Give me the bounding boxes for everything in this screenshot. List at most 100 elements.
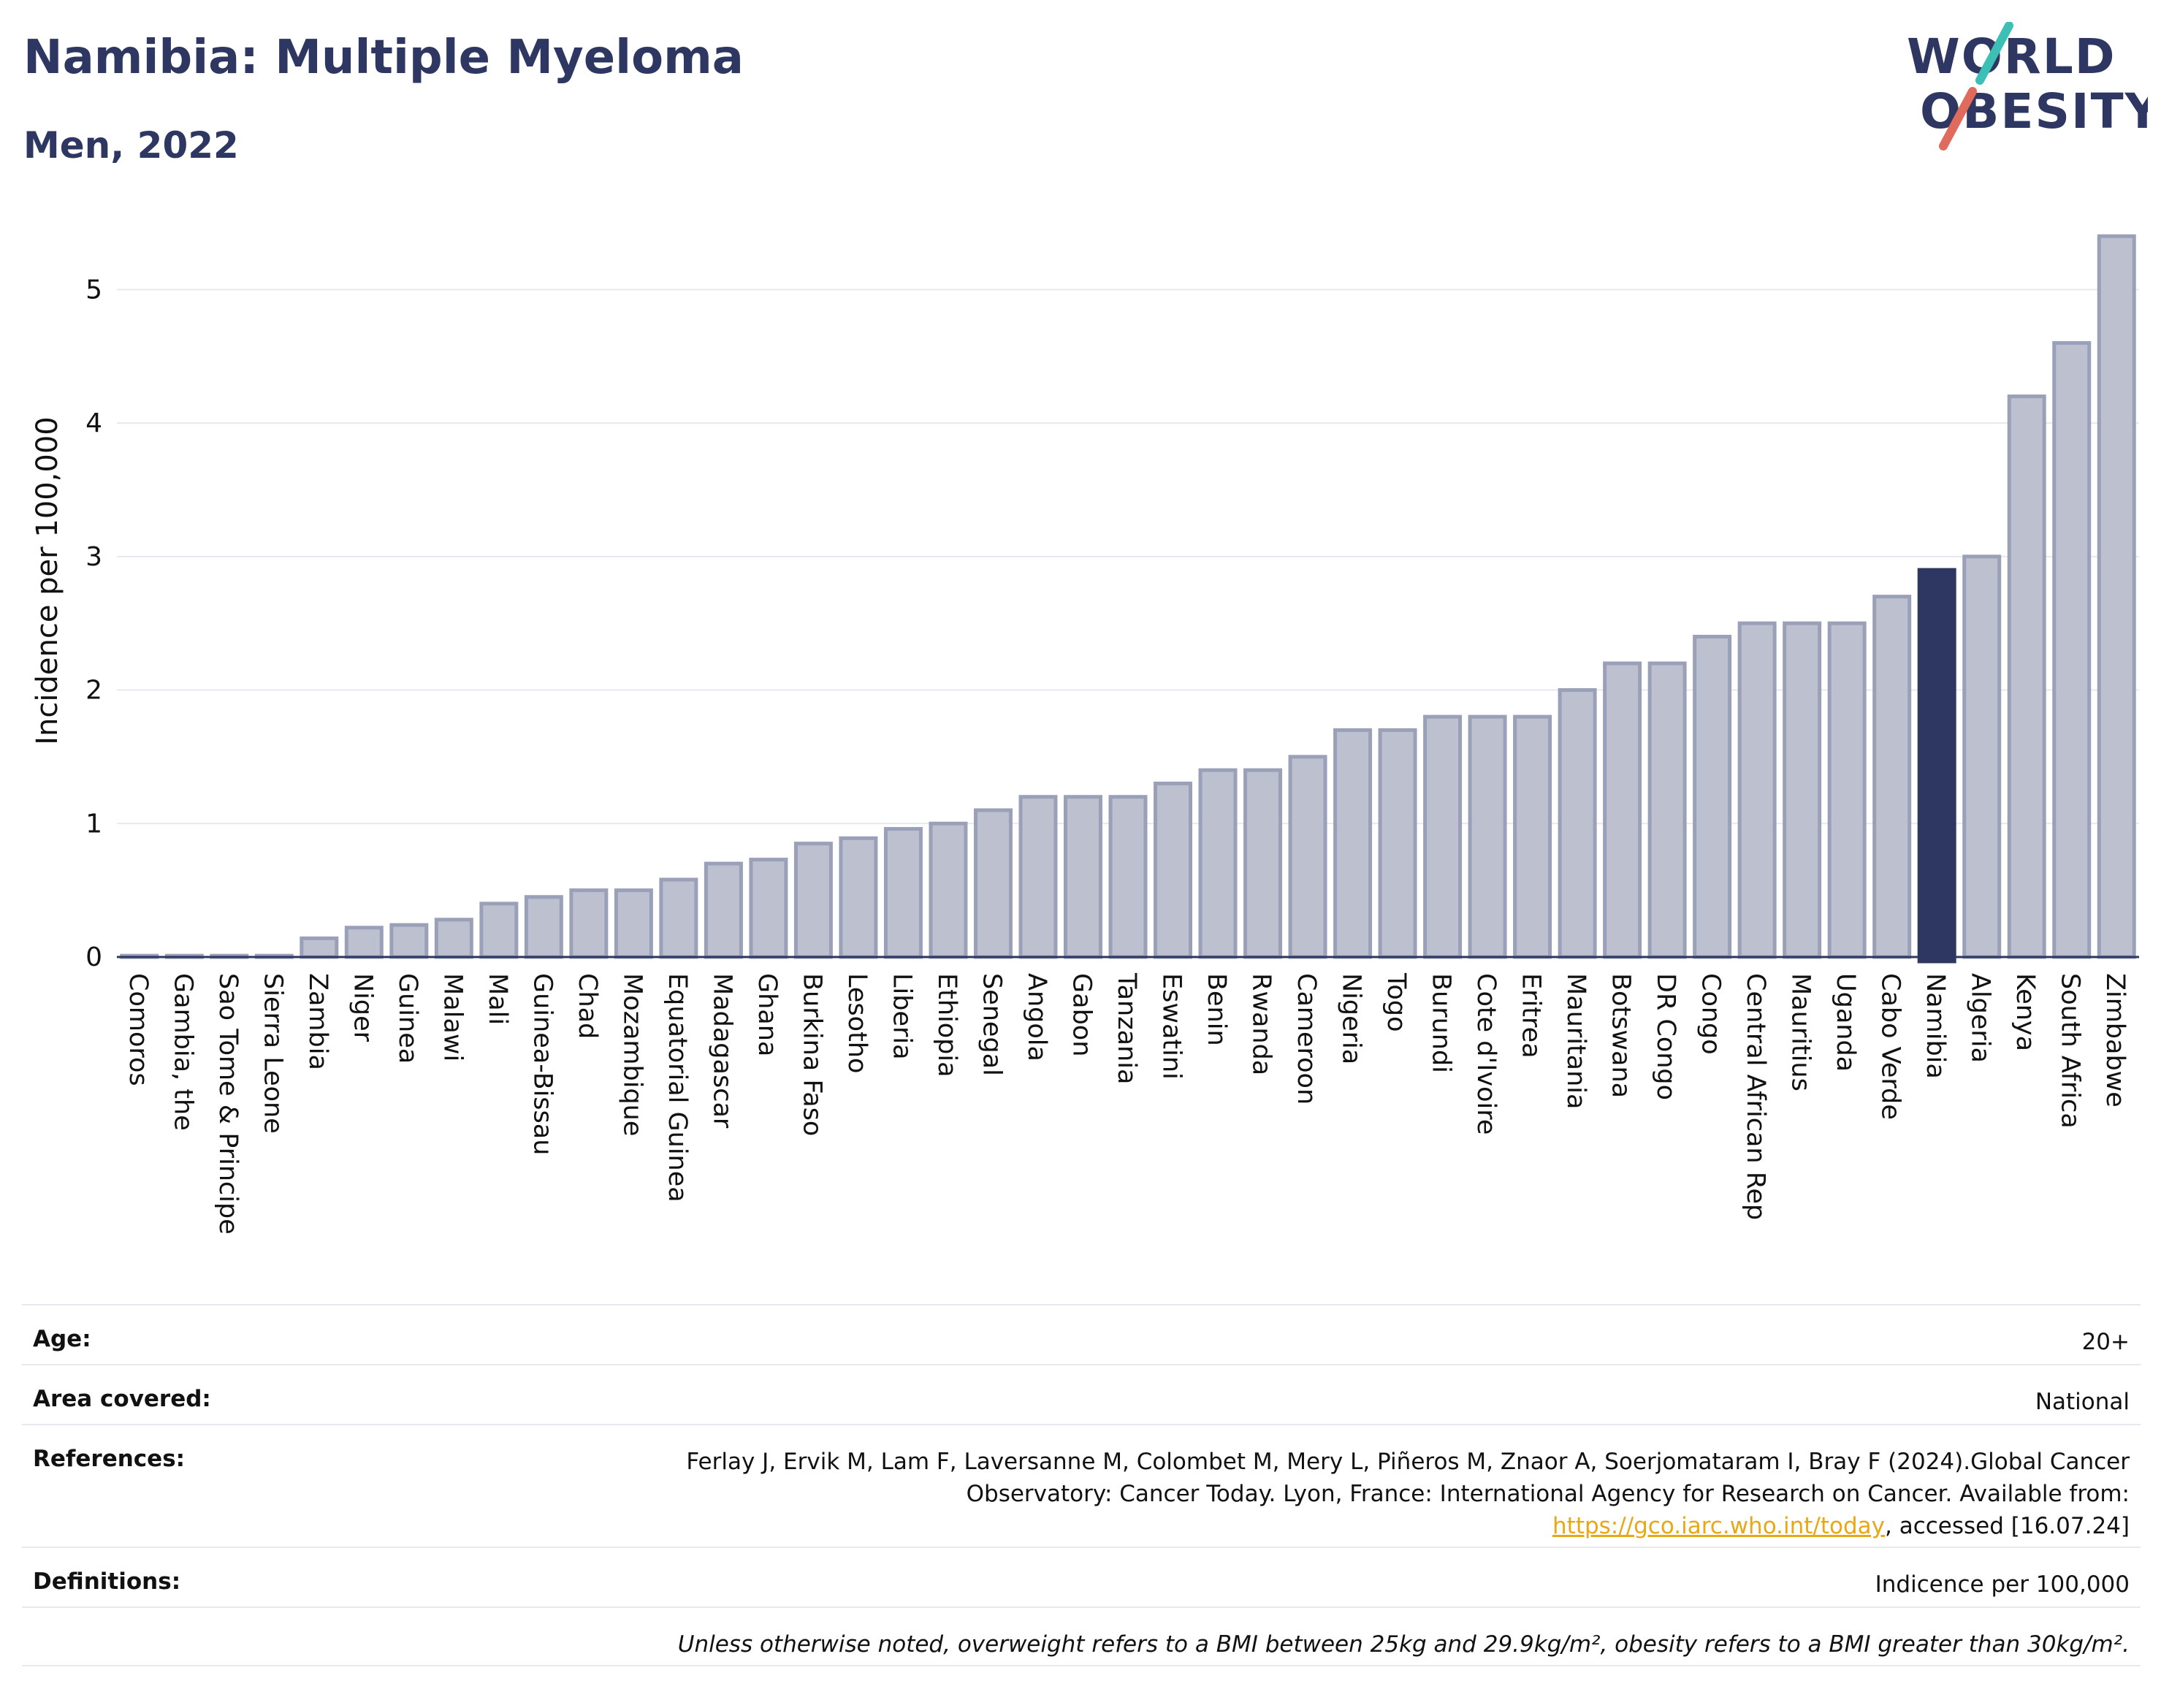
x-tick-label: Gambia, the	[168, 973, 197, 1131]
bar-tanzania	[1108, 795, 1148, 959]
bar-rwanda	[1243, 768, 1283, 959]
bar-dr-congo	[1647, 661, 1687, 959]
x-tick-label: Algeria	[1966, 973, 1995, 1063]
references-text: Ferlay J, Ervik M, Lam F, Laversanne M, …	[686, 1449, 2130, 1507]
x-tick-label: Malawi	[438, 973, 467, 1061]
bar-togo	[1378, 728, 1417, 959]
bar-lesotho	[839, 836, 878, 959]
x-tick-label: Mauritania	[1561, 973, 1590, 1109]
y-tick-label: 3	[85, 542, 102, 572]
x-tick-label: Madagascar	[707, 973, 736, 1129]
bar-chad	[569, 888, 609, 959]
x-tick-label: Tanzania	[1112, 972, 1141, 1084]
info-row-references: References: Ferlay J, Ervik M, Lam F, La…	[22, 1424, 2141, 1547]
references-suffix: , accessed [16.07.24]	[1884, 1513, 2130, 1539]
bar-kenya	[2007, 394, 2046, 959]
x-tick-label: Liberia	[887, 973, 916, 1060]
area-value: National	[2035, 1389, 2130, 1415]
y-axis-label: Incidence per 100,000	[31, 416, 64, 745]
bar-cote-d-ivoire	[1468, 714, 1507, 959]
bar-uganda	[1827, 621, 1867, 959]
bar-burundi	[1423, 714, 1463, 959]
axes: 0 1 2 3 4 5 Comoros Gambia, the Sao Tome & Princ…	[85, 275, 2139, 1235]
x-tick-label: South Africa	[2056, 973, 2085, 1129]
y-tick-label: 2	[85, 676, 102, 706]
bar-eswatini	[1154, 781, 1193, 959]
bar-zambia	[300, 936, 339, 959]
bar-congo	[1693, 634, 1732, 959]
x-tick-label: Rwanda	[1247, 973, 1276, 1075]
x-tick-label: Sao Tome & Principe	[213, 973, 243, 1235]
bar-mauritania	[1558, 688, 1597, 959]
x-tick-label: Chad	[573, 973, 602, 1039]
bar-senegal	[973, 808, 1013, 959]
x-tick-label: Central African Rep	[1741, 973, 1770, 1220]
y-tick-label: 1	[85, 809, 102, 839]
svg-text:WORLD: WORLD	[1907, 28, 2116, 85]
bar-liberia	[883, 827, 923, 959]
x-tick-label: Burundi	[1427, 973, 1456, 1073]
x-tick-label: Eritrea	[1517, 973, 1546, 1059]
bar-madagascar	[704, 861, 743, 959]
x-tick-label: Burkina Faso	[797, 973, 826, 1136]
x-tick-label: Cabo Verde	[1876, 973, 1905, 1120]
bar-nigeria	[1333, 728, 1373, 959]
bar-mauritius	[1783, 621, 1822, 959]
bar-mozambique	[614, 888, 653, 959]
x-tick-label: Kenya	[2011, 973, 2040, 1051]
references-link[interactable]: https://gco.iarc.who.int/today	[1552, 1513, 1885, 1539]
references-label: References:	[33, 1446, 186, 1472]
bar-ethiopia	[929, 821, 968, 959]
x-tick-label: Comoros	[123, 973, 153, 1086]
bar-south-africa	[2052, 340, 2092, 959]
bar-angola	[1018, 795, 1058, 959]
info-table: Age: 20+ Area covered: National Referenc…	[22, 1304, 2141, 1666]
y-tick-label: 5	[85, 275, 102, 305]
x-tick-label: Mauritius	[1786, 973, 1815, 1091]
x-tick-label: Cote d'Ivoire	[1471, 973, 1501, 1135]
page-title: Namibia: Multiple Myeloma	[23, 31, 744, 85]
x-tick-label: Mozambique	[617, 973, 647, 1136]
bar-namibia	[1917, 568, 1956, 964]
bar-burkina-faso	[793, 842, 833, 959]
info-row-definitions: Definitions: Indicence per 100,000	[22, 1547, 2141, 1606]
x-tick-label: Guinea-Bissau	[527, 973, 557, 1155]
bar-cameroon	[1288, 755, 1327, 959]
bar-zimbabwe	[2097, 234, 2136, 959]
references-value: Ferlay J, Ervik M, Lam F, Laversanne M, …	[639, 1446, 2130, 1542]
bar-algeria	[1962, 554, 2002, 959]
bar-eritrea	[1513, 714, 1552, 959]
bar-malawi	[434, 918, 473, 959]
x-tick-label: Ghana	[752, 973, 782, 1056]
info-row-age: Age: 20+	[22, 1304, 2141, 1364]
x-tick-label: Guinea	[393, 973, 422, 1064]
x-tick-label: Ethiopia	[932, 973, 961, 1078]
info-row-note: Unless otherwise noted, overweight refer…	[22, 1606, 2141, 1666]
bar-central-african-rep	[1737, 621, 1777, 959]
bar-botswana	[1603, 661, 1642, 959]
x-tick-label: Benin	[1202, 973, 1231, 1046]
bar-chart: 0 1 2 3 4 5 Comoros Gambia, the Sao Tome & Princ…	[31, 234, 2139, 1235]
definitions-label: Definitions:	[33, 1568, 181, 1595]
x-tick-label: Eswatini	[1157, 973, 1186, 1080]
x-tick-label: Togo	[1381, 972, 1411, 1032]
x-tick-label: Zambia	[303, 973, 332, 1070]
bar-gabon	[1063, 795, 1102, 959]
x-tick-label: Lesotho	[842, 973, 872, 1073]
page-subtitle: Men, 2022	[23, 124, 239, 167]
bar-equatorial-guinea	[659, 877, 698, 959]
x-tick-label: Senegal	[977, 973, 1006, 1076]
bar-mali	[479, 901, 519, 959]
x-tick-label: Mali	[483, 973, 512, 1025]
bar-guinea	[389, 923, 429, 959]
x-tick-label: Sierra Leone	[258, 973, 287, 1134]
x-tick-label: Uganda	[1831, 973, 1860, 1072]
info-row-area: Area covered: National	[22, 1364, 2141, 1424]
bars	[120, 234, 2136, 964]
x-tick-label: Cameroon	[1292, 973, 1321, 1105]
y-tick-label: 0	[85, 942, 102, 972]
bar-benin	[1198, 768, 1238, 959]
x-tick-label: Gabon	[1067, 973, 1096, 1056]
x-tick-label: Zimbabwe	[2100, 973, 2130, 1107]
definitions-value: Indicence per 100,000	[1875, 1571, 2130, 1598]
